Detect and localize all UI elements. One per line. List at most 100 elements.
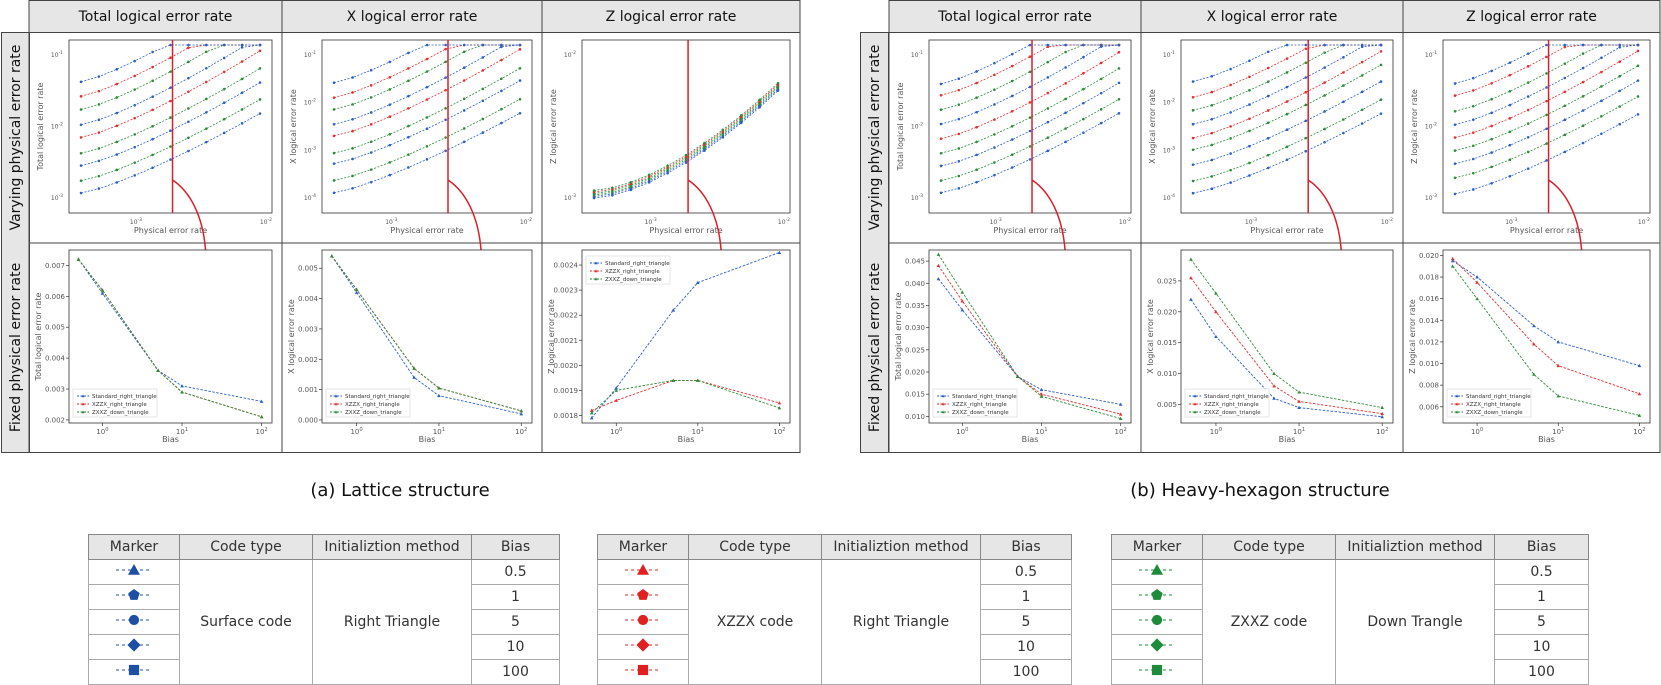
y-tick-label: 10-1	[1425, 50, 1437, 59]
data-point	[258, 98, 262, 101]
data-point	[388, 115, 392, 119]
data-point	[500, 107, 503, 111]
series-line	[940, 44, 1120, 125]
data-point	[187, 46, 190, 50]
legend-label: Standard_right_triangle	[92, 394, 157, 400]
data-point	[151, 108, 154, 112]
data-point	[519, 412, 524, 416]
legend-header-cell: Initializtion method	[821, 534, 981, 560]
data-point	[993, 73, 996, 77]
y-tick-label: 0.014	[1419, 317, 1440, 325]
y-tick-label: 0.020	[1419, 252, 1439, 260]
data-point	[1028, 55, 1032, 58]
bias-cell: 0.5	[980, 559, 1072, 585]
data-point	[1563, 118, 1567, 122]
marker-cell	[597, 584, 689, 610]
data-point	[369, 168, 373, 171]
x-tick-label: 10-3	[1505, 217, 1517, 226]
x-tick-label: 101	[1293, 427, 1305, 436]
data-point	[407, 79, 410, 83]
data-point	[960, 290, 965, 294]
data-point	[1600, 114, 1603, 118]
data-point	[444, 149, 447, 153]
y-axis-label: Z logical error rate	[549, 89, 558, 164]
data-point	[1323, 110, 1326, 113]
y-tick-label: 0.018	[1419, 274, 1439, 282]
bias-cell: 1	[1494, 584, 1589, 610]
data-point	[1266, 136, 1270, 140]
y-tick-label: 0.005	[1157, 401, 1177, 409]
data-point	[133, 145, 136, 149]
data-point	[1248, 129, 1251, 133]
data-point	[444, 88, 447, 92]
data-point	[1379, 98, 1383, 102]
data-point	[462, 97, 466, 101]
y-tick-label: 0.040	[905, 280, 925, 288]
data-point	[1472, 188, 1475, 191]
data-point	[437, 386, 441, 390]
legend-marker	[1455, 394, 1459, 398]
data-point	[156, 368, 160, 372]
data-point	[332, 96, 336, 99]
data-point	[1046, 91, 1050, 95]
data-point	[1028, 158, 1032, 161]
legend-marker	[81, 410, 85, 414]
data-point	[1117, 111, 1121, 115]
data-point	[169, 116, 172, 119]
data-point	[187, 107, 190, 110]
x-tick-label: 10-3	[385, 217, 397, 226]
data-point	[1581, 66, 1585, 70]
data-point	[666, 164, 669, 168]
x-axis-label: Bias	[419, 435, 436, 444]
triangle-marker-icon	[116, 564, 152, 575]
data-point	[330, 254, 334, 258]
data-point	[1556, 394, 1561, 398]
data-point	[407, 166, 410, 169]
data-point	[1064, 111, 1067, 115]
data-point	[1526, 108, 1530, 112]
data-point	[1046, 149, 1050, 153]
data-point	[1117, 50, 1121, 54]
data-point	[1526, 122, 1530, 125]
data-point	[97, 75, 101, 78]
marker-shape	[637, 614, 649, 626]
data-point	[957, 117, 961, 121]
plot-area	[928, 39, 1132, 214]
data-point	[975, 81, 978, 85]
x-tick-label: 102	[1376, 427, 1388, 436]
data-point	[1010, 138, 1014, 141]
data-point	[97, 187, 101, 190]
data-point	[1472, 76, 1475, 80]
bias-cell: 1	[471, 584, 560, 610]
data-point	[1248, 75, 1251, 79]
data-point	[351, 129, 354, 133]
bias-cell: 10	[1494, 634, 1589, 660]
data-point	[388, 75, 392, 79]
data-point	[993, 133, 996, 136]
data-point	[1453, 94, 1457, 97]
y-tick-label: 10-3	[51, 193, 63, 202]
data-point	[1526, 65, 1530, 68]
data-point	[993, 103, 996, 106]
data-point	[1046, 43, 1050, 47]
data-point	[481, 99, 485, 103]
data-point	[332, 151, 336, 155]
legend-marker	[334, 394, 338, 398]
column-header-0: Total logical error rate	[937, 9, 1092, 25]
x-axis-label: Bias	[678, 435, 695, 444]
data-point	[975, 140, 978, 144]
data-point	[258, 49, 262, 53]
data-point	[1545, 142, 1548, 145]
data-point	[1272, 371, 1276, 376]
data-point	[1266, 166, 1270, 170]
data-point	[1064, 50, 1067, 54]
data-point	[1028, 101, 1032, 104]
x-axis-label: Physical error rate	[1250, 226, 1323, 235]
data-point	[169, 86, 172, 89]
data-point	[1380, 415, 1384, 419]
data-point	[240, 108, 244, 111]
caption-heavy-hexagon: (b) Heavy-hexagon structure	[1130, 480, 1390, 501]
series-line	[1192, 44, 1382, 125]
data-point	[975, 180, 978, 184]
data-point	[1210, 143, 1214, 147]
